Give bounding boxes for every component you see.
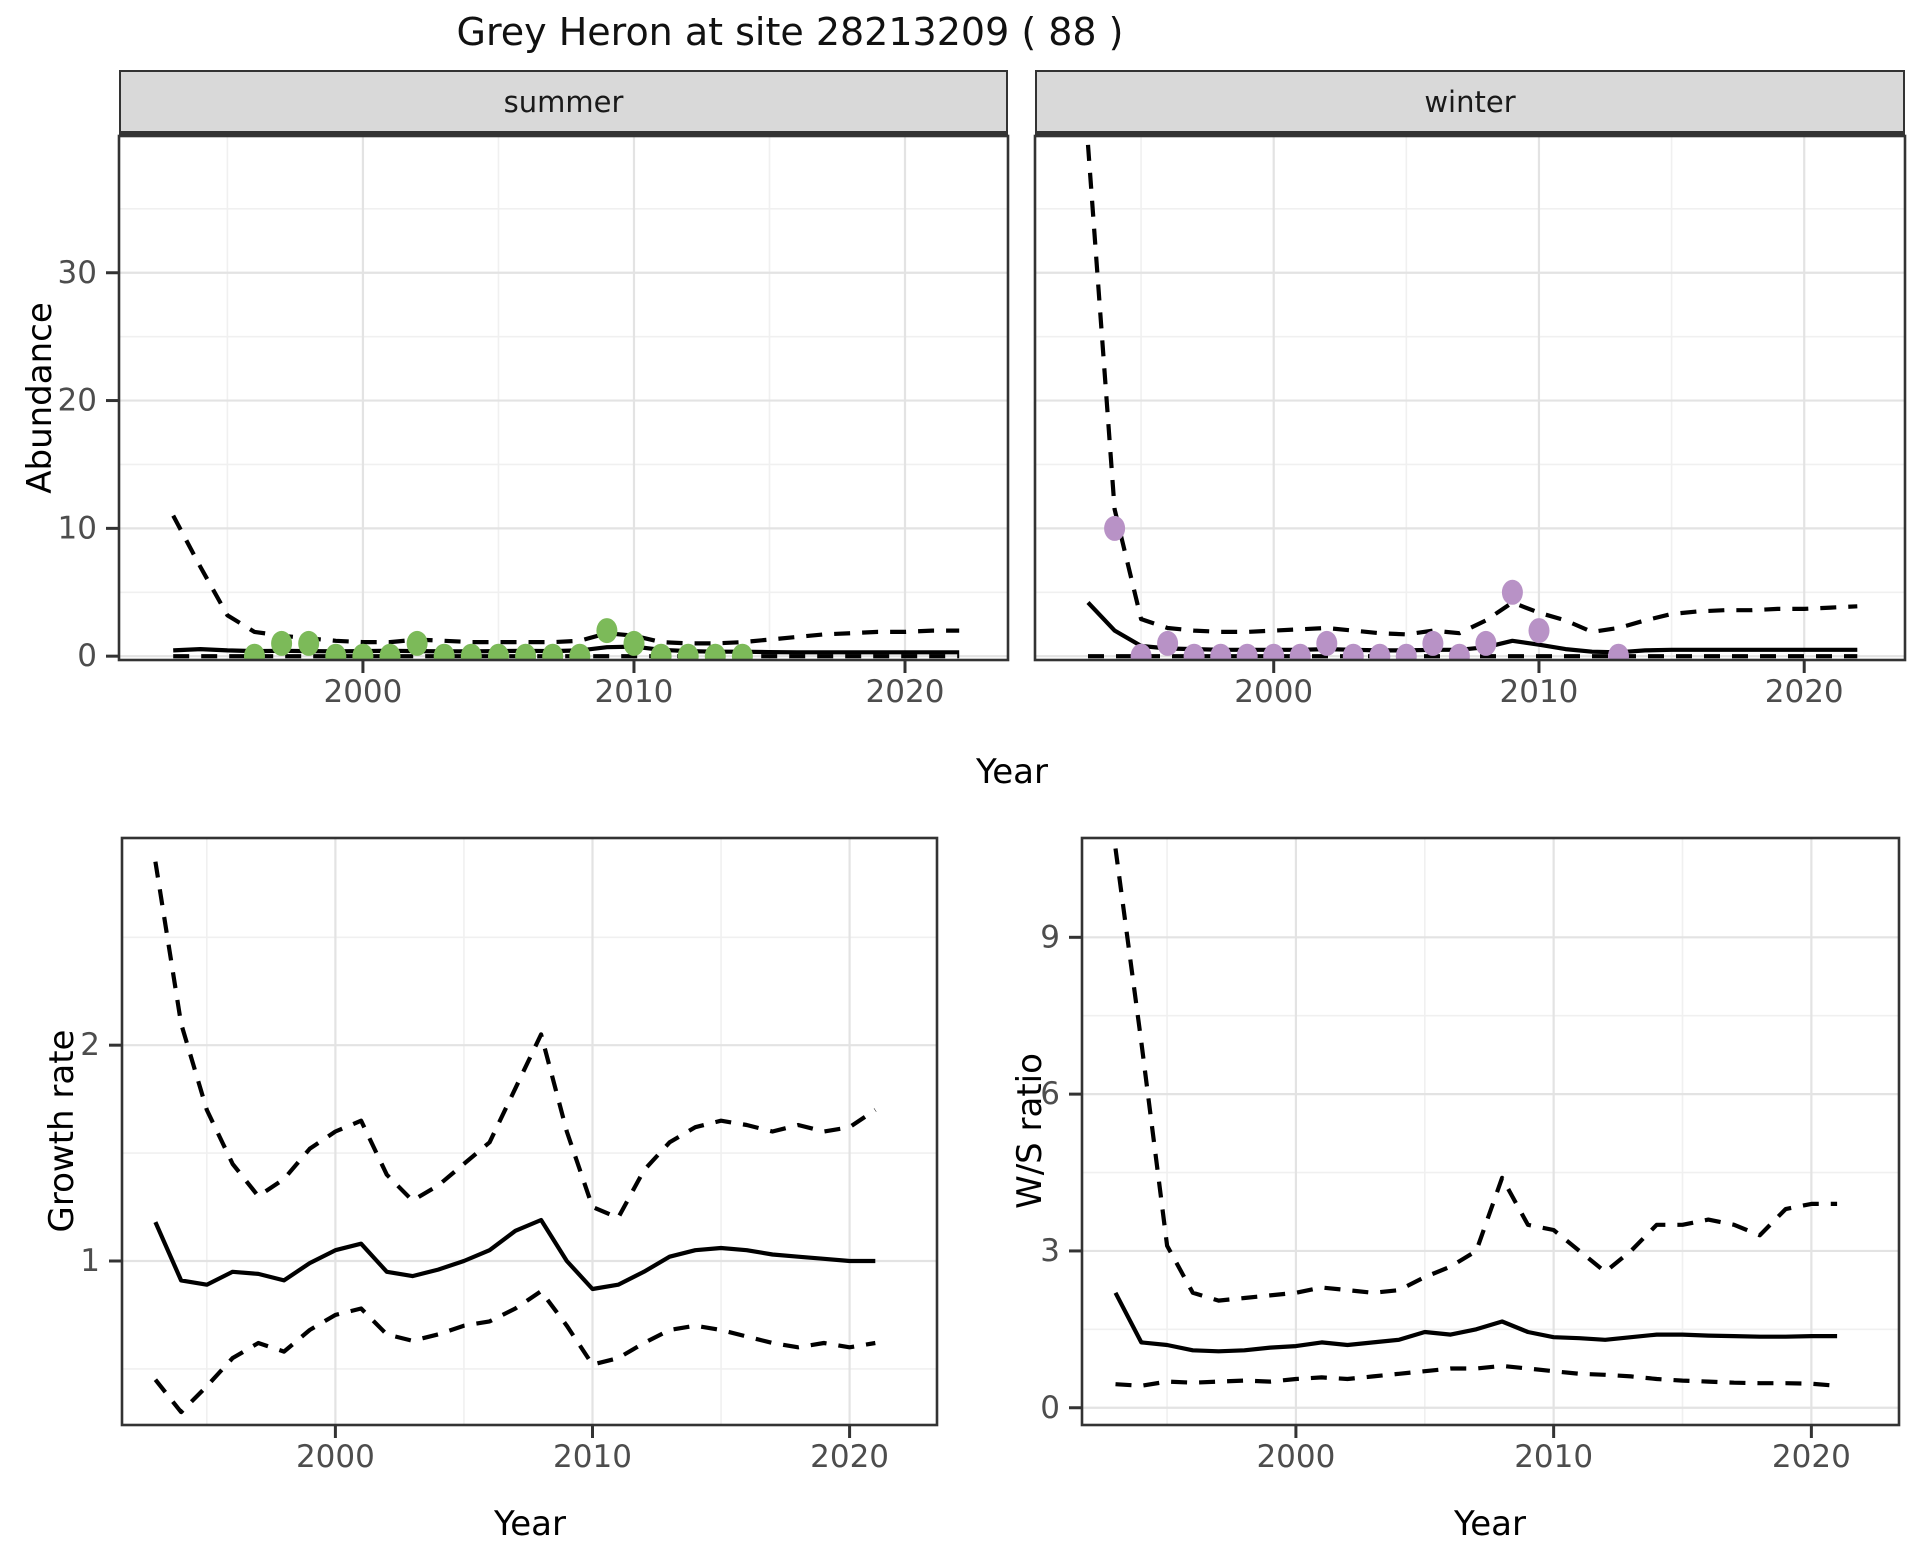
panel-border-ws_ratio xyxy=(1080,836,1901,1427)
data-point-summer xyxy=(460,643,482,660)
y-tick-label: 10 xyxy=(58,510,97,546)
x-tick-label: 2000 xyxy=(323,674,402,710)
panel-border-summer xyxy=(117,134,1010,662)
panel-bg-summer xyxy=(119,136,1008,660)
series-group-growth_rate xyxy=(153,861,877,1415)
x-axis-title-year-ws: Year xyxy=(1454,1504,1526,1544)
data-point-summer xyxy=(731,643,753,660)
data-point-summer xyxy=(623,630,645,656)
series-fit-ws_ratio xyxy=(1113,1291,1838,1354)
data-point-summer xyxy=(569,643,591,660)
facet-strip-winter: winter xyxy=(1035,70,1905,136)
data-point-winter xyxy=(1157,630,1179,656)
series-fit-growth_rate xyxy=(153,1217,876,1292)
data-point-summer xyxy=(488,643,509,660)
data-point-winter xyxy=(1369,643,1391,660)
series-group-winter xyxy=(1085,144,1858,660)
data-point-winter xyxy=(1528,618,1550,644)
x-tick-label: 2020 xyxy=(810,1439,889,1475)
data-point-winter xyxy=(1316,630,1338,656)
facet-strip-summer: summer xyxy=(119,70,1008,136)
data-point-winter xyxy=(1448,643,1470,660)
data-point-summer xyxy=(406,630,428,656)
y-tick-label: 30 xyxy=(58,255,97,291)
panel-border-winter xyxy=(1033,134,1907,662)
series-upper_ci-winter xyxy=(1085,144,1858,637)
data-point-summer xyxy=(542,643,564,660)
x-tick-label: 2000 xyxy=(296,1439,375,1475)
y-tick-label: 2 xyxy=(80,1027,100,1063)
data-point-summer xyxy=(244,643,265,660)
chart-title: Grey Heron at site 28213209 ( 88 ) xyxy=(456,10,1124,54)
data-point-winter xyxy=(1236,643,1258,660)
data-point-summer xyxy=(704,643,726,660)
x-tick-label: 2000 xyxy=(1234,674,1313,710)
data-point-summer xyxy=(650,643,672,660)
data-point-summer xyxy=(677,643,699,660)
series-group-ws_ratio xyxy=(1113,848,1838,1388)
data-point-winter xyxy=(1130,643,1152,660)
x-tick-label: 2010 xyxy=(1500,674,1579,710)
y-tick-label: 1 xyxy=(80,1243,100,1279)
data-point-winter xyxy=(1501,579,1523,605)
data-point-summer xyxy=(433,643,455,660)
data-point-summer xyxy=(325,643,347,660)
data-point-winter xyxy=(1395,643,1417,660)
facet-strip-winter-label: winter xyxy=(1424,84,1516,119)
x-tick-label: 2010 xyxy=(1514,1439,1593,1475)
x-tick-label: 2020 xyxy=(866,674,945,710)
y-tick-label: 0 xyxy=(1040,1390,1060,1426)
data-point-winter xyxy=(1342,643,1364,660)
x-tick-label: 2010 xyxy=(595,674,674,710)
data-point-summer xyxy=(271,630,293,656)
data-point-summer xyxy=(596,618,618,644)
series-upper_ci-summer xyxy=(171,514,960,646)
y-tick-label: 0 xyxy=(77,638,97,674)
data-point-summer xyxy=(352,643,374,660)
series-lower_ci-ws_ratio xyxy=(1115,1363,1838,1388)
data-point-winter xyxy=(1183,643,1205,660)
facet-strip-summer-label: summer xyxy=(503,84,624,119)
x-tick-label: 2020 xyxy=(1765,674,1844,710)
series-group-summer xyxy=(171,514,960,660)
x-tick-label: 2020 xyxy=(1772,1439,1851,1475)
y-tick-label: 20 xyxy=(58,383,97,419)
data-point-summer xyxy=(515,643,537,660)
data-point-summer xyxy=(379,643,401,660)
y-tick-label: 6 xyxy=(1040,1076,1060,1112)
x-tick-label: 2000 xyxy=(1256,1439,1335,1475)
y-tick-label: 3 xyxy=(1040,1233,1060,1269)
panel-bg-winter xyxy=(1035,136,1905,660)
data-point-winter xyxy=(1608,643,1629,660)
data-point-winter xyxy=(1104,515,1126,541)
series-upper_ci-growth_rate xyxy=(153,861,877,1220)
series-upper_ci-ws_ratio xyxy=(1113,848,1838,1303)
panel-border-growth_rate xyxy=(120,836,939,1427)
data-point-summer xyxy=(298,630,320,656)
data-point-winter xyxy=(1289,643,1311,660)
data-point-winter xyxy=(1422,630,1444,656)
x-axis-title-year-top: Year xyxy=(976,752,1048,792)
panel-bg-growth_rate xyxy=(122,838,937,1425)
data-point-winter xyxy=(1210,643,1232,660)
data-point-winter xyxy=(1475,630,1497,656)
x-tick-label: 2010 xyxy=(553,1439,632,1475)
series-lower_ci-growth_rate xyxy=(153,1289,876,1415)
x-axis-title-year-growth: Year xyxy=(494,1504,566,1544)
y-tick-label: 9 xyxy=(1040,919,1060,955)
data-point-winter xyxy=(1263,643,1285,660)
